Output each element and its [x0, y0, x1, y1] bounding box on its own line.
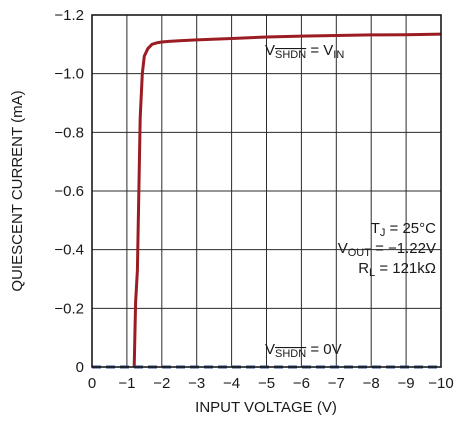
x-tick-label: −2	[153, 375, 170, 392]
x-tick-label: 0	[88, 375, 96, 392]
y-tick-label: −1.2	[54, 7, 84, 24]
annotation-vout-main: V	[338, 240, 348, 257]
annotation-shdn-high: VSHDN = VIN	[265, 42, 344, 61]
annotation-rl-main: R	[358, 260, 369, 277]
annotation-vout-sub: OUT	[348, 247, 372, 259]
annotation-vout: VOUT = −1.22V	[338, 240, 436, 259]
y-tick-label: −0.8	[54, 124, 84, 141]
annotation-shdn-high-v: V	[265, 42, 275, 59]
x-tick-label: −3	[188, 375, 205, 392]
annotation-shdn-high-in: IN	[333, 49, 344, 61]
annotation-shdn-high-sub: SHDN	[275, 49, 306, 61]
y-axis-title: QUIESCENT CURRENT (mA)	[9, 90, 26, 291]
x-tick-label: −4	[223, 375, 240, 392]
x-tick-label: −7	[328, 375, 345, 392]
y-tick-label: −1.0	[54, 66, 84, 83]
annotation-vout-val: = −1.22V	[371, 240, 436, 257]
annotation-shdn-low-eq: = 0V	[306, 341, 341, 358]
annotation-rl-sub: L	[369, 267, 375, 279]
x-axis-title: INPUT VOLTAGE (V)	[195, 399, 337, 416]
annotation-tj-main: T	[371, 220, 380, 237]
y-tick-labels: 0 −0.2 −0.4 −0.6 −0.8 −1.0 −1.2	[54, 7, 84, 376]
y-tick-label: −0.2	[54, 300, 84, 317]
x-tick-label: −8	[363, 375, 380, 392]
x-tick-label: −10	[428, 375, 453, 392]
y-tick-label: −0.4	[54, 242, 84, 259]
annotation-tj-val: = 25°C	[385, 220, 436, 237]
x-tick-label: −5	[258, 375, 275, 392]
annotation-shdn-low-sub: SHDN	[275, 348, 306, 360]
x-tick-label: −1	[118, 375, 135, 392]
annotation-shdn-low: VSHDN = 0V	[265, 341, 342, 360]
annotation-shdn-low-v: V	[265, 341, 275, 358]
annotation-tj-sub: J	[380, 227, 386, 239]
x-tick-label: −6	[293, 375, 310, 392]
y-tick-label: −0.6	[54, 183, 84, 200]
annotation-rl-val: = 121kΩ	[375, 260, 436, 277]
x-tick-labels: 0 −1 −2 −3 −4 −5 −6 −7 −8 −9 −10	[88, 375, 454, 392]
y-tick-label: 0	[76, 359, 84, 376]
series-line-shdn-high	[132, 32, 442, 368]
x-tick-label: −9	[398, 375, 415, 392]
annotation-shdn-high-eq: = V	[306, 42, 333, 59]
grid-lines	[92, 15, 441, 367]
plot-frame	[91, 14, 442, 368]
annotation-tj: TJ = 25°C	[371, 220, 436, 239]
annotation-rl: RL = 121kΩ	[358, 260, 436, 279]
